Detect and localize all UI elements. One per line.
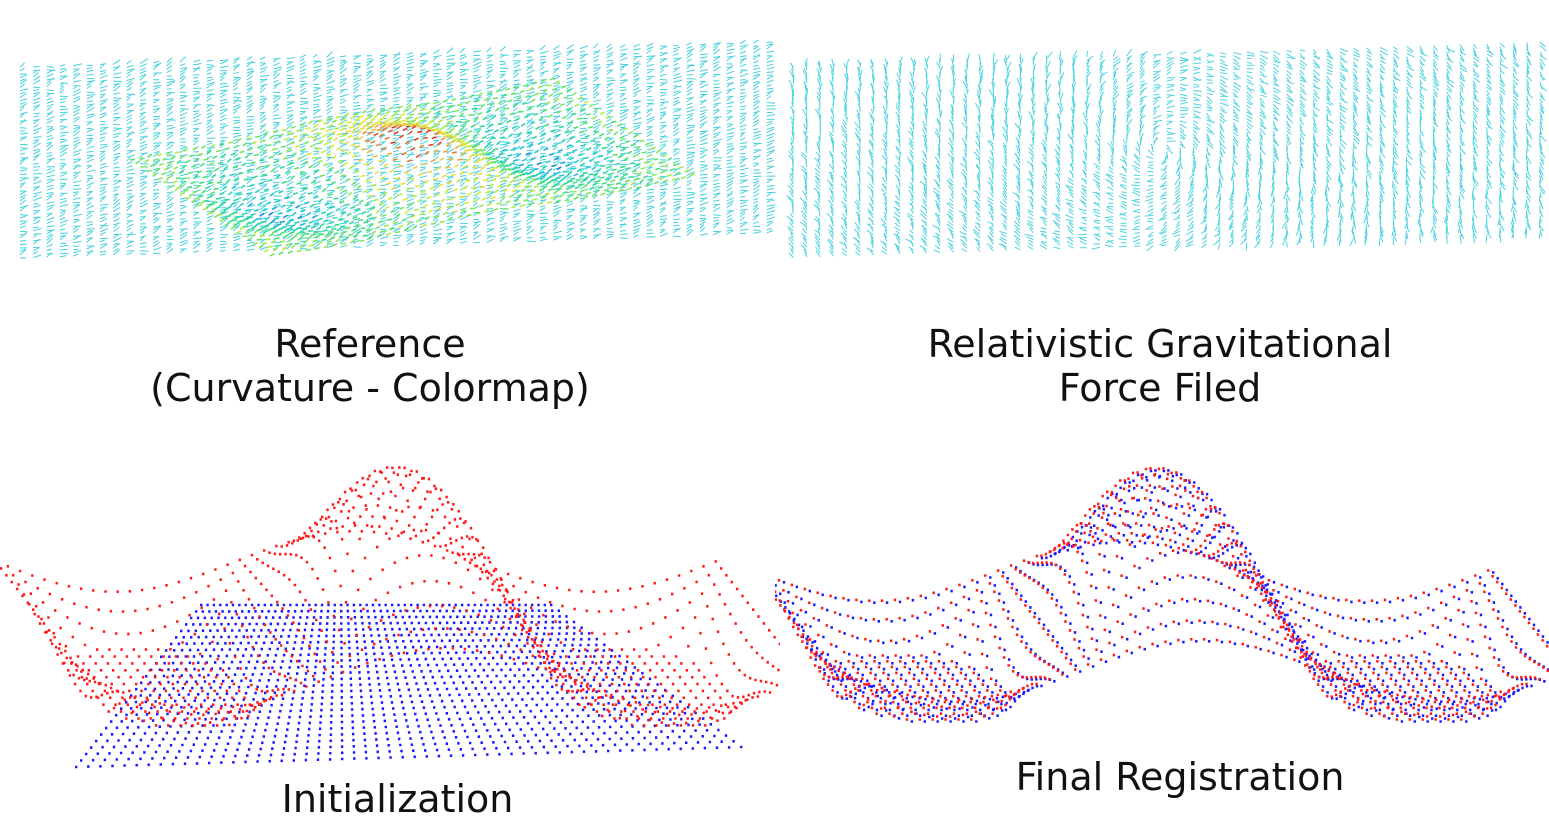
registered-source-points — [775, 469, 1549, 723]
vector-arrows — [786, 41, 1548, 258]
force-field-caption: Relativistic Gravitational Force Filed — [775, 322, 1545, 410]
target-surface-points — [0, 466, 780, 727]
reference-caption-line2: (Curvature - Colormap) — [150, 366, 590, 410]
reference-vector-field — [19, 39, 776, 259]
final-registration-caption: Final Registration — [775, 755, 1549, 799]
target-surface-points — [775, 467, 1549, 721]
source-plane-points — [75, 603, 743, 769]
reference-caption: Reference (Curvature - Colormap) — [0, 322, 740, 410]
force-field-vectors — [786, 41, 1548, 258]
reference-panel: Reference (Curvature - Colormap) — [0, 0, 780, 410]
final-registration-panel: Final Registration — [775, 415, 1549, 827]
force-field-caption-line2: Force Filed — [1058, 366, 1262, 410]
force-field-caption-line1: Relativistic Gravitational — [927, 322, 1393, 366]
final-registration-point-clouds — [775, 467, 1549, 723]
curvature-surface — [129, 76, 695, 257]
initialization-caption-line1: Initialization — [281, 777, 514, 821]
reference-caption-line1: Reference — [274, 322, 466, 366]
initialization-panel: Initialization — [0, 415, 780, 827]
final-registration-caption-line1: Final Registration — [1015, 755, 1345, 799]
force-field-panel: Relativistic Gravitational Force Filed — [775, 0, 1549, 410]
initialization-point-clouds — [0, 466, 780, 769]
initialization-caption: Initialization — [0, 777, 795, 821]
vector-arrows — [19, 39, 776, 259]
